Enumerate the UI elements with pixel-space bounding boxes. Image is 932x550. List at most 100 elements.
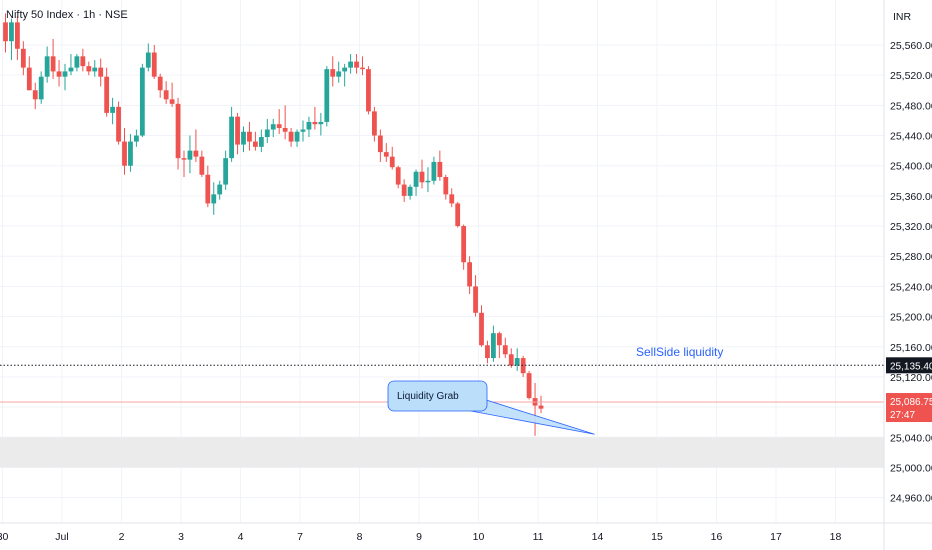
price-tick-label: 25,440.00 (890, 131, 932, 143)
currency-label[interactable]: INR (893, 11, 912, 23)
candle-bearish (377, 129, 383, 162)
candle-body (68, 67, 74, 72)
candle-bullish (514, 348, 520, 371)
candle-bullish (74, 54, 80, 72)
price-tick-label: 25,240.00 (890, 281, 932, 293)
candle-body (26, 67, 32, 91)
candle-body (538, 405, 544, 409)
candle-bearish (419, 159, 425, 189)
candle-bearish (205, 165, 211, 208)
candle-bearish (98, 58, 104, 87)
candle-body (151, 52, 157, 77)
candle-bearish (282, 105, 288, 140)
candle-bullish (306, 116, 312, 138)
demand-zone (0, 437, 884, 468)
candles[interactable] (3, 13, 544, 436)
candle-bearish (372, 106, 377, 142)
candle-body (145, 52, 151, 68)
last-price-value: 25,086.75 (890, 397, 932, 408)
candle-body (92, 67, 98, 72)
candle-bearish (526, 370, 532, 400)
candle-body (223, 158, 229, 185)
candle-bearish (496, 331, 502, 359)
candle-bullish (92, 60, 98, 77)
candle-bullish (187, 135, 193, 174)
price-tick-label: 25,040.00 (890, 432, 932, 444)
candle-body (354, 61, 359, 68)
last-price-badge: 25,086.75 27:47 (886, 393, 932, 423)
candle-body (163, 90, 169, 100)
candle-bearish (467, 256, 472, 294)
candle-bearish (389, 146, 395, 170)
candle-body (15, 22, 20, 49)
candle-body (496, 333, 502, 346)
candle-body (205, 174, 211, 204)
candle-bearish (199, 150, 205, 178)
candle-bearish (253, 131, 258, 151)
candle-bearish (395, 165, 401, 189)
price-tick-label: 25,280.00 (890, 251, 932, 263)
candle-bullish (425, 167, 431, 193)
candle-body (425, 180, 431, 183)
current-price-value: 25,135.40 (890, 361, 932, 372)
candle-body (80, 56, 86, 67)
candle-bullish (342, 63, 348, 87)
candle-bullish (62, 63, 68, 91)
candle-bullish (318, 112, 324, 136)
candle-bearish (449, 188, 455, 208)
candle-bearish (247, 121, 252, 151)
candle-body (38, 76, 44, 100)
candle-bearish (151, 45, 157, 79)
candle-bullish (491, 325, 496, 362)
candle-body (342, 67, 348, 72)
candle-body (241, 131, 246, 145)
time-tick-label: 16 (711, 531, 723, 543)
candle-bullish (270, 118, 276, 138)
candle-body (520, 358, 526, 374)
candle-body (157, 76, 163, 91)
candle-body (44, 56, 50, 77)
price-tick-label: 25,360.00 (890, 191, 932, 203)
price-tick-label: 25,320.00 (890, 221, 932, 233)
time-tick-label: 3 (178, 531, 184, 543)
chart-title: Nifty 50 Index · 1h · NSE (6, 9, 128, 21)
time-tick-label: 11 (533, 531, 544, 543)
candle-bullish (258, 129, 264, 153)
candle-body (348, 61, 353, 68)
candle-bearish (473, 275, 478, 317)
candle-bearish (169, 82, 175, 107)
price-axis[interactable]: INR 25,560.00 25,520.00 25,480.00 25,440.00… (883, 0, 932, 550)
time-tick-label: Jul (55, 531, 68, 543)
candle-bearish (312, 106, 318, 130)
price-tick-label: 25,000.00 (890, 462, 932, 474)
candle-bearish (354, 54, 359, 74)
time-tick-label: 18 (830, 531, 842, 543)
candle-body (3, 22, 8, 42)
candle-bearish (15, 16, 20, 61)
candle-body (187, 150, 193, 160)
candle-bearish (32, 82, 38, 110)
candle-bearish (485, 340, 490, 364)
candle-bearish (330, 56, 336, 87)
candle-body (217, 184, 223, 195)
candle-body (324, 69, 330, 122)
candle-bearish (437, 150, 443, 181)
candle-body (419, 171, 425, 183)
candle-bearish (461, 224, 467, 270)
candle-body (110, 106, 115, 113)
candle-bullish (241, 126, 246, 153)
candle-body (139, 67, 145, 136)
candle-body (431, 161, 437, 181)
liquidity-grab-callout[interactable]: Liquidity Grab (387, 380, 595, 435)
candle-body (116, 106, 121, 142)
candle-body (508, 354, 514, 366)
time-axis[interactable]: 30 Jul 2 3 4 7 8 9 10 11 14 15 16 17 18 (0, 522, 932, 543)
price-tick-label: 25,400.00 (890, 161, 932, 173)
candle-bearish (479, 305, 484, 347)
candle-bullish (211, 182, 217, 215)
candle-body (253, 141, 258, 147)
candle-bullish (38, 71, 44, 104)
sellside-liquidity-label: SellSide liquidity (636, 345, 723, 359)
time-tick-label: 8 (357, 531, 363, 543)
